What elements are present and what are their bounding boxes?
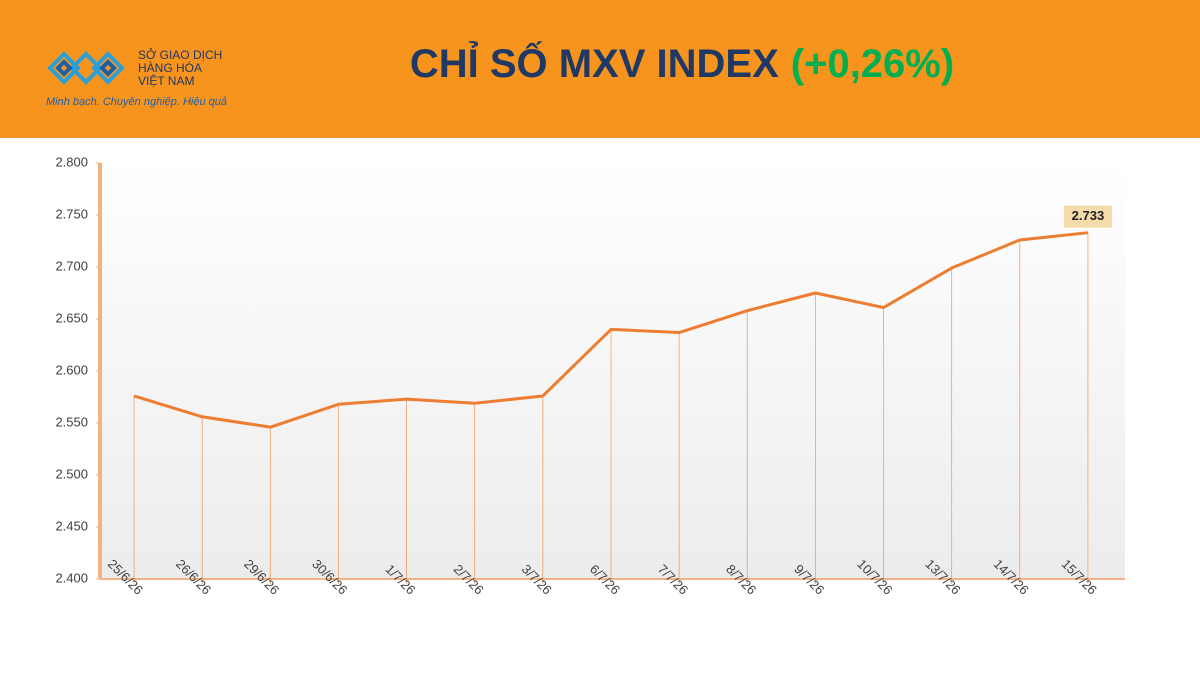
y-tick-label: 2.550: [55, 414, 88, 429]
y-tick-label: 2.450: [55, 518, 88, 533]
plot-area: [100, 163, 1125, 579]
y-tick-label: 2.750: [55, 206, 88, 221]
data-label-box: [1063, 205, 1112, 228]
y-tick-label: 2.600: [55, 362, 88, 377]
y-tick-label: 2.650: [55, 310, 88, 325]
line: [133, 231, 1089, 429]
logo-text: VIỆT NAM: [138, 73, 194, 88]
logo: [47, 51, 125, 85]
y-tick-label: 2.400: [55, 570, 88, 585]
data-label: 2.733: [1072, 208, 1105, 223]
y-tick-label: 2.700: [55, 258, 88, 273]
title: CHỈ SỐ MXV INDEX: [410, 40, 779, 86]
logo-text: SỞ GIAO DỊCH: [138, 47, 222, 62]
y-tick-label: 2.800: [55, 154, 88, 169]
y-tick-label: 2.500: [55, 466, 88, 481]
header-band: [0, 0, 1200, 138]
logo-text: HÀNG HÓA: [138, 60, 202, 75]
change: (+0,26%): [791, 42, 954, 86]
chart-title: CHỈ SỐ MXV INDEX (+0,26%): [410, 40, 954, 86]
slogan: Minh bạch. Chuyên nghiệp. Hiệu quả: [46, 96, 227, 108]
